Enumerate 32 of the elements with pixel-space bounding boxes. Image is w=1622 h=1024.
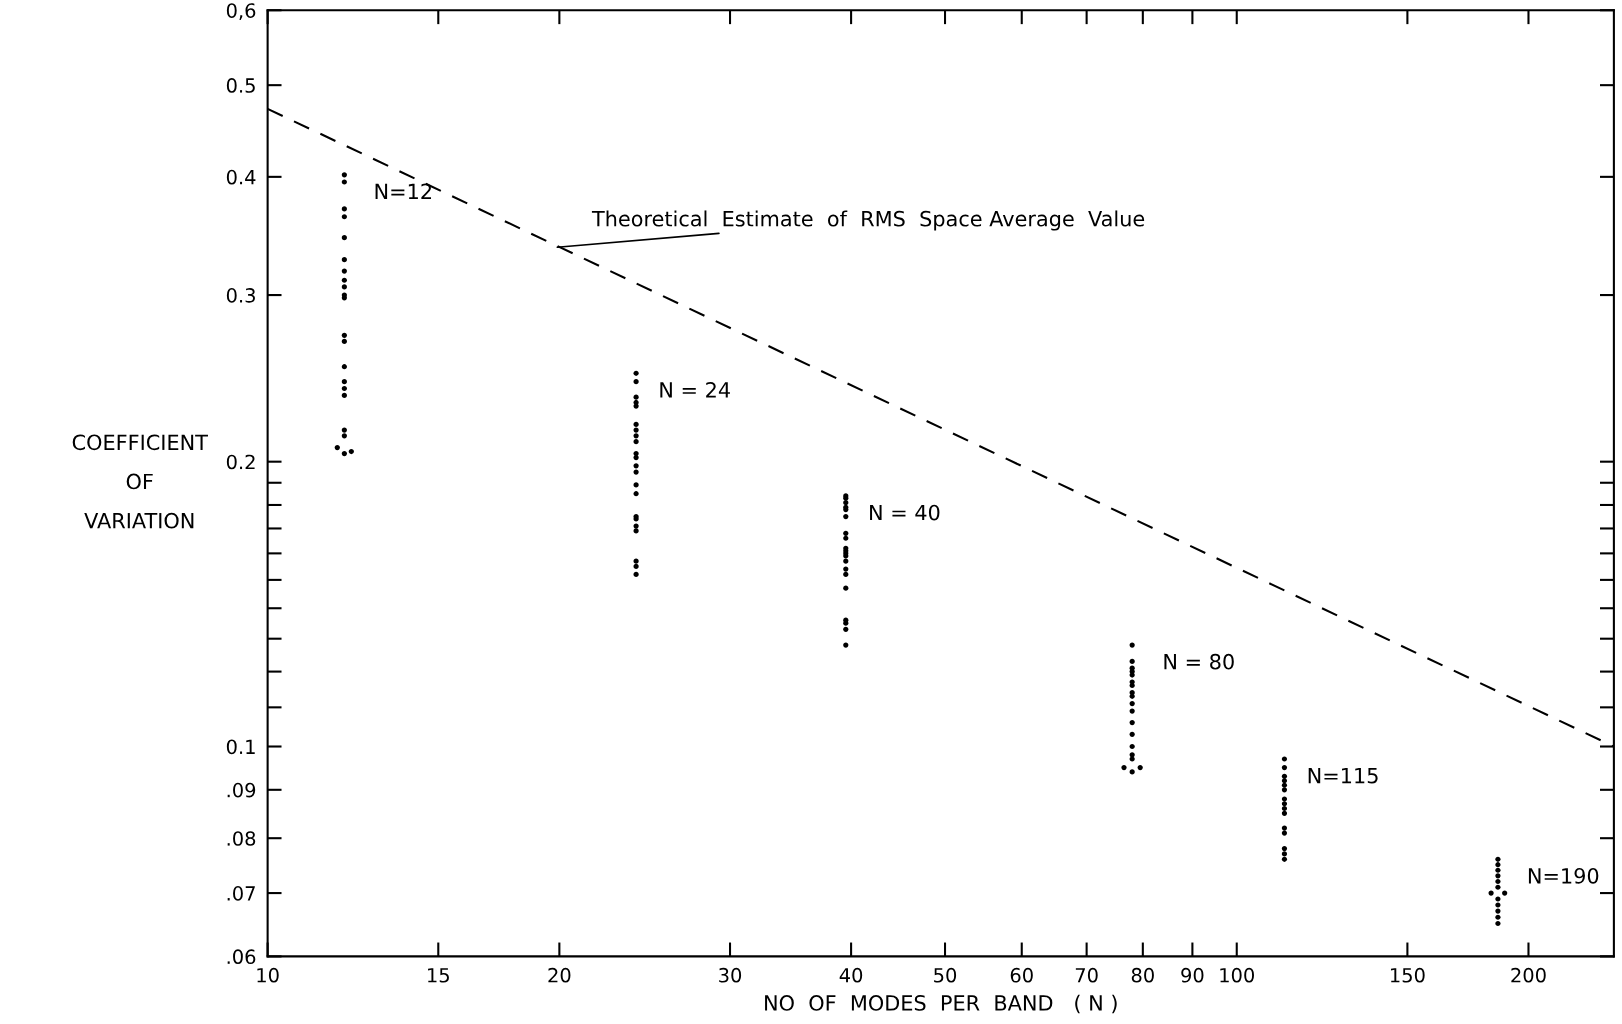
series-label: N = 80	[1164, 653, 1234, 670]
y-axis-title: COEFFICIENT OF VARIATION	[72, 434, 208, 529]
x-tick-label: 90	[1181, 967, 1204, 983]
y-tick-label: 0.5	[226, 78, 255, 93]
y-tick-label: .09	[227, 782, 256, 798]
x-tick-label: 30	[719, 967, 742, 983]
x-tick-label: 10	[257, 967, 279, 983]
annotation: Theoretical Estimate of RMS Space Average Value	[591, 210, 1145, 231]
x-tick-label: 20	[548, 967, 571, 983]
x-tick-label: 60	[1010, 967, 1033, 983]
x-tick-label: 15	[428, 968, 449, 983]
x-tick-label: 80	[1131, 967, 1154, 983]
y-tick-label: 0.1	[226, 739, 255, 755]
x-tick-label: 100	[1220, 967, 1255, 983]
y-tick-label: 0.2	[226, 454, 255, 470]
y-tick-label: .07	[227, 886, 255, 901]
y-tick-label: 0.4	[226, 169, 256, 185]
y-tick-label: 0,6	[226, 3, 256, 20]
series-label: N = 40	[870, 504, 940, 521]
y-tick-label: .06	[227, 949, 256, 965]
x-tick-label: 70	[1075, 967, 1098, 983]
series-label: N=190	[1528, 867, 1599, 884]
x-tick-label: 50	[934, 967, 957, 983]
series-label: N=12	[375, 183, 432, 199]
y-tick-label: 0.3	[226, 288, 255, 303]
series-label: N=115	[1308, 768, 1378, 784]
x-tick-label: 40	[839, 967, 863, 983]
x-axis-title: NO OF MODES PER BAND ( N )	[765, 994, 1117, 1014]
y-tick-label: .08	[227, 831, 256, 846]
x-tick-label: 200	[1511, 967, 1546, 983]
series-label: N = 24	[660, 381, 730, 398]
x-tick-label: 150	[1390, 967, 1425, 983]
